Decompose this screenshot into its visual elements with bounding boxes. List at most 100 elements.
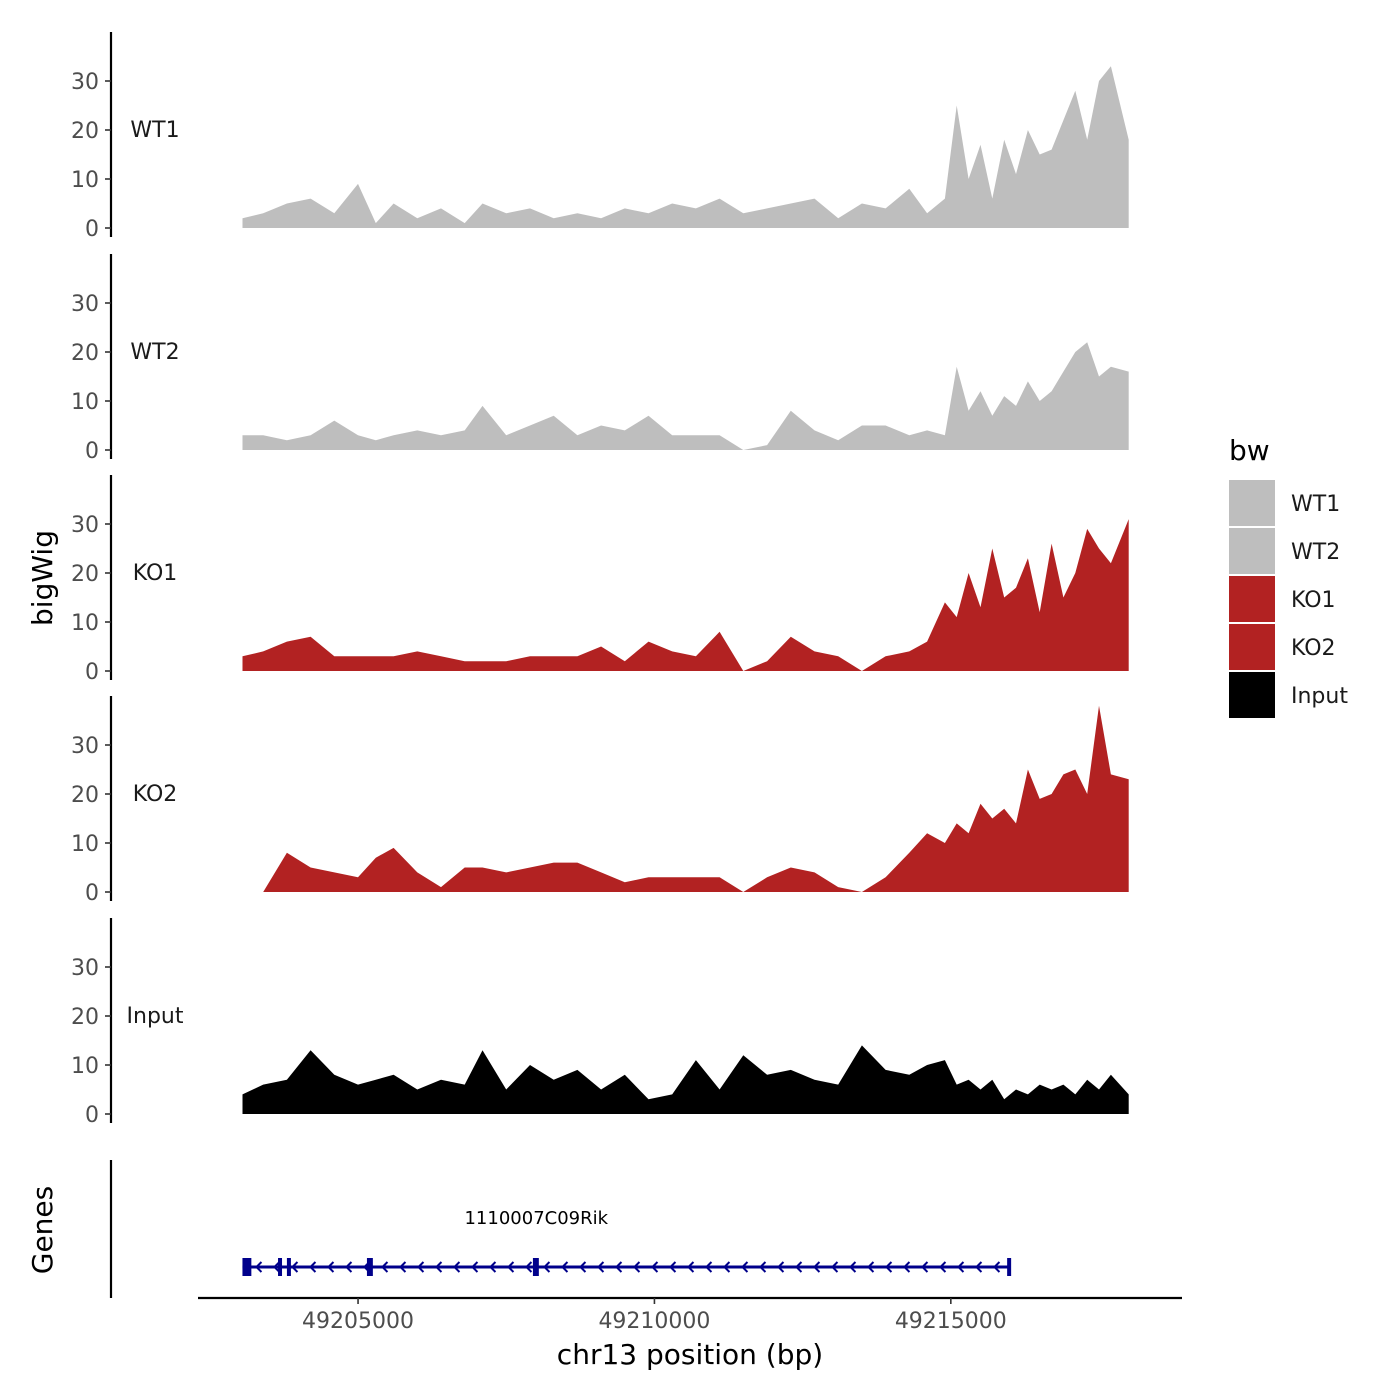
strand-arrow <box>399 1261 407 1273</box>
strand-arrow <box>489 1261 497 1273</box>
strand-arrow <box>903 1261 911 1273</box>
legend-label-input: Input <box>1291 684 1348 709</box>
legend-swatch-input <box>1229 672 1275 718</box>
y-tick-label: 20 <box>71 341 99 366</box>
y-tick-label: 30 <box>71 292 99 317</box>
y-tick-label: 10 <box>71 168 99 193</box>
strand-arrow <box>435 1261 443 1273</box>
genes-panel-title: Genes <box>26 1186 59 1274</box>
exon-block <box>1007 1258 1012 1276</box>
y-tick-label: 30 <box>71 70 99 95</box>
legend-title: bw <box>1229 434 1270 467</box>
legend-label-wt2: WT2 <box>1291 540 1340 565</box>
strand-arrow <box>327 1261 335 1273</box>
strand-arrow <box>993 1261 1001 1273</box>
legend-swatch-ko1 <box>1229 576 1275 622</box>
track-panel-input: 0 10 20 30 Input <box>71 918 1129 1128</box>
strand-arrow <box>957 1261 965 1273</box>
track-label-ko1: KO1 <box>133 561 178 586</box>
strand-arrow <box>777 1261 785 1273</box>
track-panel-wt2: 0 10 20 30 WT2 <box>71 254 1129 464</box>
x-axis-title: chr13 position (bp) <box>557 1338 823 1371</box>
y-axis-title: bigWig <box>26 530 59 626</box>
exon-block <box>366 1258 373 1276</box>
strand-arrow <box>687 1261 695 1273</box>
y-tick-label: 20 <box>71 562 99 587</box>
exon-block <box>286 1258 291 1276</box>
signal-area-ko2 <box>242 705 1129 892</box>
strand-arrow <box>453 1261 461 1273</box>
track-panel-wt1: 0 10 20 30 WT1 <box>71 32 1129 242</box>
signal-area-input <box>242 1045 1129 1114</box>
signal-area-wt2 <box>242 342 1129 450</box>
y-tick-label: 30 <box>71 956 99 981</box>
legend-label-ko2: KO2 <box>1291 636 1336 661</box>
y-tick-label: 0 <box>85 439 99 464</box>
strand-arrow <box>543 1261 551 1273</box>
strand-arrow <box>525 1261 533 1273</box>
strand-arrow <box>741 1261 749 1273</box>
strand-arrow <box>291 1261 299 1273</box>
strand-arrow <box>705 1261 713 1273</box>
x-axis: chr13 position (bp) 49205000 49210000 4921… <box>198 1296 1182 1371</box>
gene-name-label: 1110007C09Rik <box>464 1208 608 1229</box>
legend-swatch-wt2 <box>1229 528 1275 574</box>
y-tick-label: 0 <box>85 660 99 685</box>
y-tick-label: 20 <box>71 1005 99 1030</box>
legend: bw WT1 WT2 KO1 KO2 Input <box>1229 434 1348 718</box>
x-tick-label: 49205000 <box>302 1309 414 1334</box>
legend-label-ko1: KO1 <box>1291 588 1336 613</box>
exon-block <box>278 1258 283 1276</box>
track-label-ko2: KO2 <box>133 782 178 807</box>
strand-arrow <box>417 1261 425 1273</box>
strand-arrow <box>471 1261 479 1273</box>
signal-area-wt1 <box>242 66 1129 228</box>
y-tick-label: 10 <box>71 390 99 415</box>
track-label-wt1: WT1 <box>130 118 179 143</box>
strand-arrow <box>507 1261 515 1273</box>
signal-area-ko1 <box>242 519 1129 671</box>
strand-arrow <box>813 1261 821 1273</box>
y-axis-title-group: bigWig <box>26 530 59 626</box>
track-panel-ko1: 0 10 20 30 KO1 <box>71 475 1129 685</box>
strand-arrow <box>255 1261 263 1273</box>
gene-model: 1110007C09Rik <box>242 1208 1012 1276</box>
strand-arrow <box>723 1261 731 1273</box>
strand-arrow <box>939 1261 947 1273</box>
genes-panel: Genes 1110007C09Rik <box>26 1160 1012 1298</box>
track-panel-ko2: 0 10 20 30 KO2 <box>71 696 1129 906</box>
exon-block <box>242 1258 252 1276</box>
strand-arrow <box>597 1261 605 1273</box>
strand-arrow <box>381 1261 389 1273</box>
strand-arrow <box>849 1261 857 1273</box>
strand-arrow <box>669 1261 677 1273</box>
tracks-layer: 0 10 20 30 WT1 0 10 20 30 WT2 0 10 20 30 KO1 0 10 20 30 KO2… <box>71 32 1129 1128</box>
strand-arrow <box>615 1261 623 1273</box>
y-tick-label: 0 <box>85 217 99 242</box>
y-tick-label: 20 <box>71 783 99 808</box>
strand-arrow <box>921 1261 929 1273</box>
strand-arrow <box>867 1261 875 1273</box>
strand-arrow <box>759 1261 767 1273</box>
strand-arrow <box>273 1261 281 1273</box>
strand-arrow <box>345 1261 353 1273</box>
x-tick-label: 49210000 <box>598 1309 710 1334</box>
track-label-wt2: WT2 <box>130 340 179 365</box>
track-label-input: Input <box>127 1004 184 1029</box>
strand-arrow <box>309 1261 317 1273</box>
strand-arrow <box>795 1261 803 1273</box>
x-tick-label: 49215000 <box>895 1309 1007 1334</box>
legend-label-wt1: WT1 <box>1291 492 1340 517</box>
y-tick-label: 0 <box>85 881 99 906</box>
y-tick-label: 20 <box>71 119 99 144</box>
y-tick-label: 10 <box>71 1054 99 1079</box>
y-tick-label: 30 <box>71 734 99 759</box>
strand-arrow <box>975 1261 983 1273</box>
legend-swatch-wt1 <box>1229 480 1275 526</box>
strand-arrow <box>579 1261 587 1273</box>
y-tick-label: 10 <box>71 832 99 857</box>
strand-arrow <box>561 1261 569 1273</box>
strand-arrow <box>651 1261 659 1273</box>
legend-swatch-ko2 <box>1229 624 1275 670</box>
